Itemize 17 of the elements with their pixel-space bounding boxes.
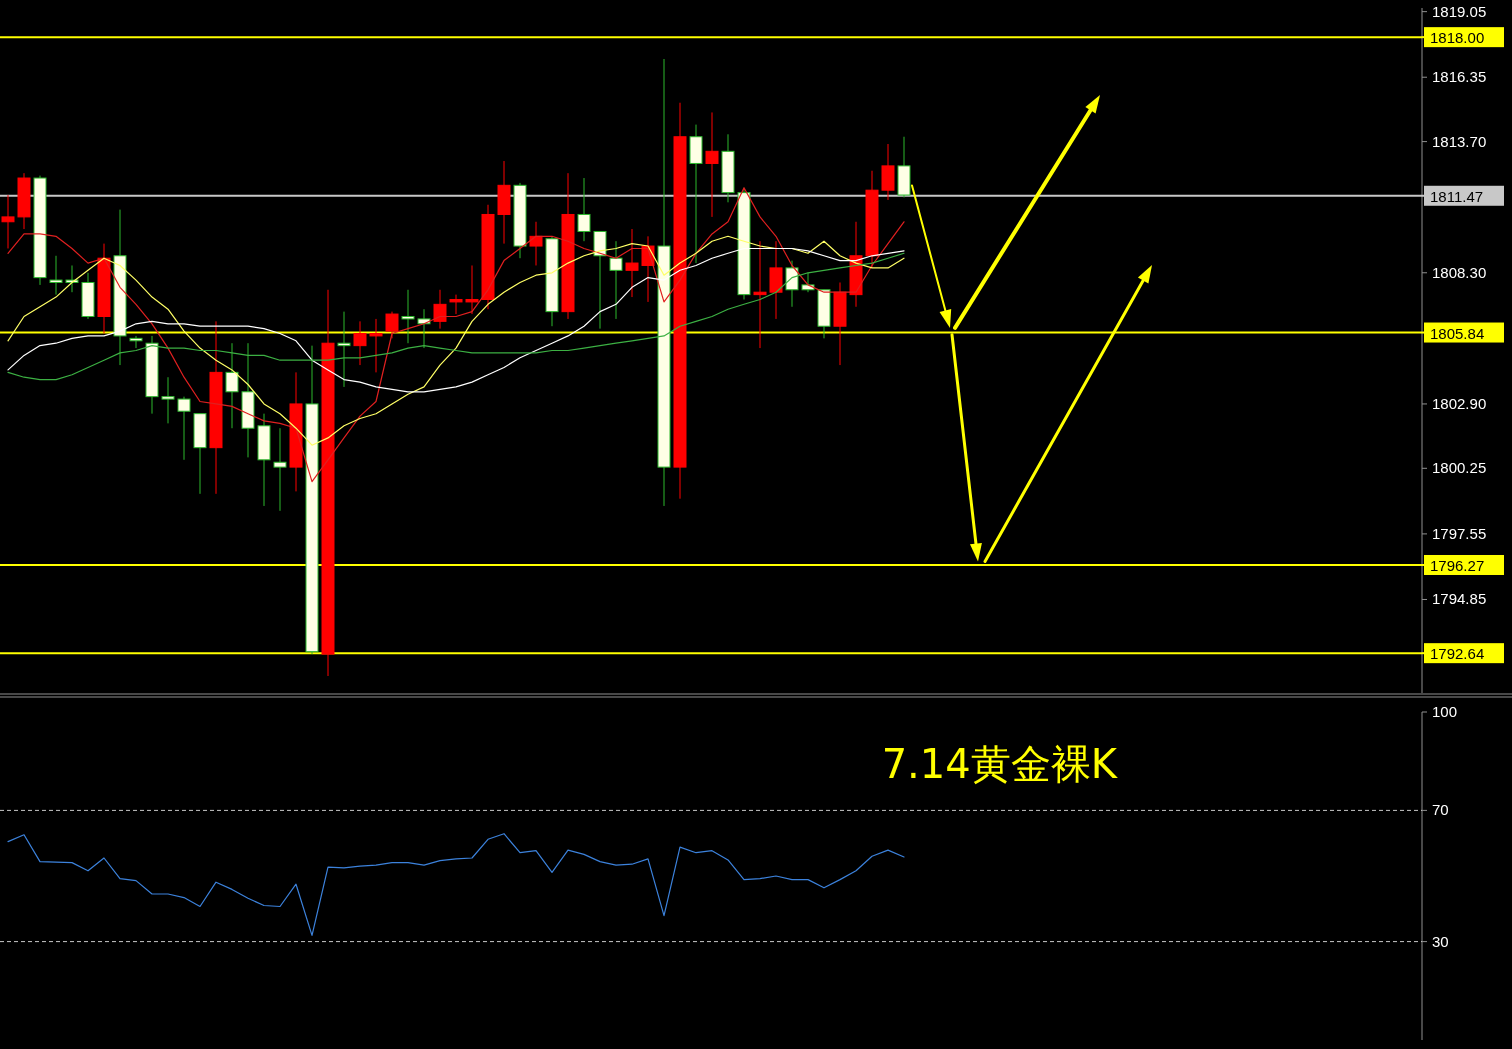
ref-line-label: 1811.47: [1430, 187, 1484, 205]
y-tick-label: 1808.30: [1432, 263, 1487, 281]
ref-line-label: 1818.00: [1430, 29, 1485, 47]
y-tick-label: 1800.25: [1432, 459, 1487, 477]
y-tick-label: 1797.55: [1432, 524, 1487, 542]
y-tick-label: 30: [1432, 932, 1449, 950]
annotation: 7.14黄金裸K: [881, 740, 1119, 787]
y-tick-label: 70: [1432, 801, 1449, 819]
ref-line-label: 1805.84: [1430, 324, 1485, 342]
y-tick-label: 1816.35: [1432, 68, 1487, 86]
ref-line-label: 1796.27: [1430, 556, 1485, 574]
y-tick-label: 1819.05: [1432, 2, 1487, 20]
y-tick-label: 1794.85: [1432, 590, 1487, 608]
y-tick-label: 100: [1432, 703, 1458, 720]
y-tick-label: 1813.70: [1432, 132, 1487, 150]
y-tick-label: 1802.90: [1432, 394, 1487, 412]
ref-line-label: 1792.64: [1430, 645, 1485, 663]
